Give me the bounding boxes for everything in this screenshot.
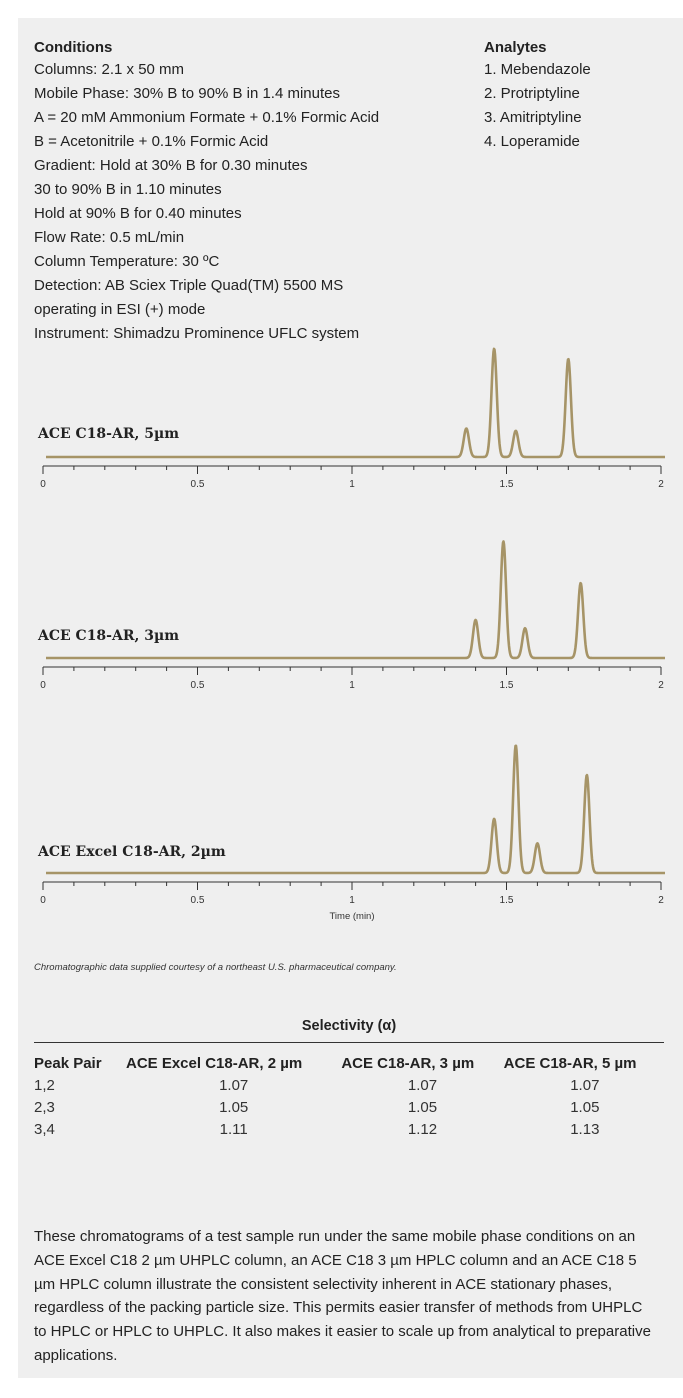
x-tick-label: 1 (349, 479, 355, 490)
x-axis-label: Time (min) (329, 911, 374, 922)
table-cell: 2,3 (34, 1098, 55, 1116)
analyte-item: 2. Protriptyline (484, 85, 580, 102)
column-header: ACE C18-AR, 3 µm (341, 1054, 475, 1072)
table-cell: 1.05 (407, 1098, 438, 1116)
table-row: 1,2 1.07 1.07 1.07 (34, 1074, 666, 1096)
table-cell: 1.07 (407, 1076, 438, 1094)
chart-title-5um: ACE C18-AR, 5µm (38, 426, 180, 442)
x-tick-label: 1 (349, 895, 355, 906)
conditions-line: B = Acetonitrile + 0.1% Formic Acid (34, 133, 269, 150)
chart-title-2um: ACE Excel C18-AR, 2µm (38, 844, 226, 860)
column-header: ACE Excel C18-AR, 2 µm (126, 1054, 303, 1072)
conditions-line: Gradient: Hold at 30% B for 0.30 minutes (34, 157, 308, 174)
chromatogram-trace (45, 347, 666, 459)
conditions-line: Column Temperature: 30 ºC (34, 253, 220, 270)
x-tick-label: 1.5 (500, 895, 514, 906)
conditions-line: Detection: AB Sciex Triple Quad(TM) 5500… (34, 277, 344, 294)
chromatogram-trace (45, 540, 666, 660)
x-tick-label: 0 (40, 895, 46, 906)
analyte-item: 3. Amitriptyline (484, 109, 582, 126)
credit-note: Chromatographic data supplied courtesy o… (34, 962, 397, 973)
x-tick-label: 0.5 (191, 479, 205, 490)
conditions-line: 30 to 90% B in 1.10 minutes (34, 181, 222, 198)
analyte-item: 4. Loperamide (484, 133, 580, 150)
x-tick-label: 1.5 (500, 680, 514, 691)
content-panel (18, 18, 683, 1378)
table-cell: 1.11 (219, 1120, 248, 1138)
column-header: Peak Pair (34, 1054, 102, 1072)
table-cell: 1.13 (570, 1120, 600, 1138)
table-cell: 3,4 (34, 1120, 55, 1138)
chart-title-3um: ACE C18-AR, 3µm (38, 628, 180, 644)
x-tick-label: 0.5 (191, 680, 205, 691)
analytes-heading: Analytes (484, 39, 547, 56)
table-cell: 1.12 (407, 1120, 438, 1138)
x-tick-label: 2 (658, 479, 664, 490)
x-tick-label: 2 (658, 895, 664, 906)
description-paragraph: These chromatograms of a test sample run… (34, 1228, 651, 1364)
table-cell: 1.07 (570, 1076, 600, 1094)
x-tick-label: 1 (349, 680, 355, 691)
chromatogram-trace (45, 744, 666, 875)
table-header-row: Peak Pair ACE Excel C18-AR, 2 µm ACE C18… (34, 1052, 666, 1074)
x-tick-label: 0.5 (191, 895, 205, 906)
conditions-block: Conditions Columns: 2.1 x 50 mm Mobile P… (34, 38, 494, 346)
table-cell: 1.05 (570, 1098, 600, 1116)
selectivity-rule (34, 1042, 664, 1043)
selectivity-table: Peak Pair ACE Excel C18-AR, 2 µm ACE C18… (34, 1052, 666, 1140)
conditions-line: Mobile Phase: 30% B to 90% B in 1.4 minu… (34, 85, 341, 102)
analytes-block: Analytes 1. Mebendazole 2. Protriptyline… (484, 38, 674, 154)
conditions-heading: Conditions (34, 39, 113, 56)
selectivity-title: Selectivity (α) (301, 1018, 397, 1034)
table-cell: 1.07 (219, 1076, 249, 1094)
table-cell: 1,2 (34, 1076, 55, 1094)
table-cell: 1.05 (219, 1098, 249, 1116)
analyte-item: 1. Mebendazole (484, 61, 591, 78)
conditions-line: Instrument: Shimadzu Prominence UFLC sys… (34, 325, 360, 342)
conditions-line: Flow Rate: 0.5 mL/min (34, 229, 185, 246)
conditions-line: Hold at 90% B for 0.40 minutes (34, 205, 242, 222)
table-row: 2,3 1.05 1.05 1.05 (34, 1096, 666, 1118)
x-tick-label: 1.5 (500, 479, 514, 490)
conditions-line: operating in ESI (+) mode (34, 301, 206, 318)
conditions-line: Columns: 2.1 x 50 mm (34, 61, 185, 78)
x-tick-label: 2 (658, 680, 664, 691)
conditions-line: A = 20 mM Ammonium Formate + 0.1% Formic… (34, 109, 380, 126)
table-row: 3,4 1.11 1.12 1.13 (34, 1118, 666, 1140)
column-header: ACE C18-AR, 5 µm (503, 1054, 637, 1072)
x-tick-label: 0 (40, 680, 46, 691)
x-tick-label: 0 (40, 479, 46, 490)
